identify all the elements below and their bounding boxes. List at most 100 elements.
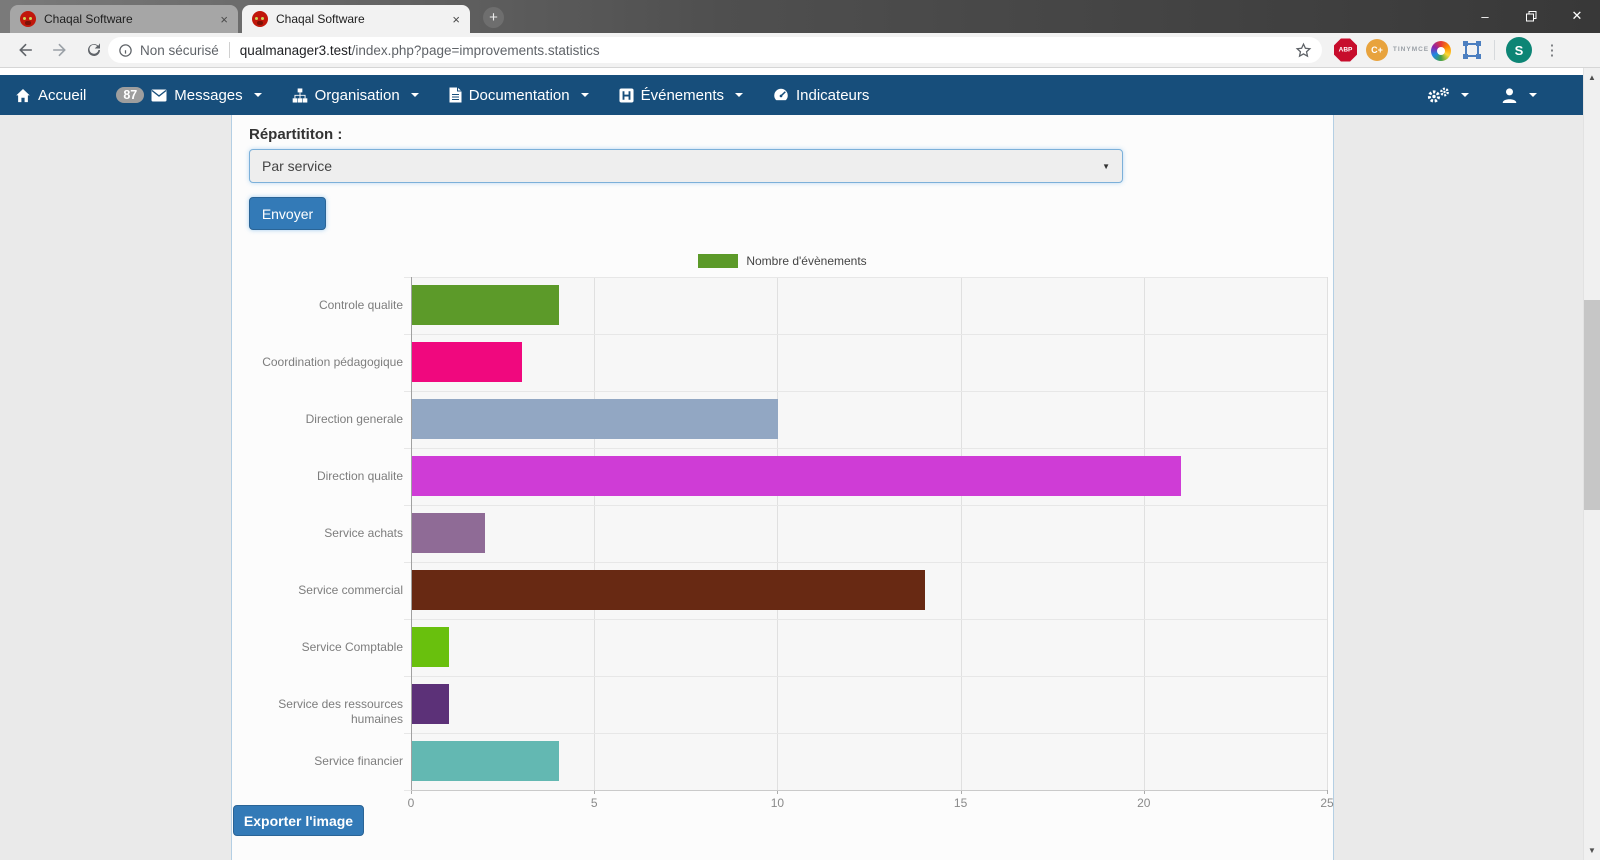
chart-category-label: Service achats: [324, 526, 403, 540]
nav-label: Organisation: [314, 86, 400, 104]
vertical-scrollbar[interactable]: ▲ ▼: [1583, 68, 1600, 860]
app-navbar: Accueil 87 Messages Organisation Documen…: [0, 75, 1583, 115]
site-favicon: [252, 11, 268, 27]
minimize-button[interactable]: –: [1481, 8, 1489, 24]
page-background-left: [0, 115, 231, 860]
repartition-select[interactable]: Par service ▼: [249, 149, 1123, 183]
scroll-up-button[interactable]: ▲: [1588, 73, 1596, 82]
chart-tick-label: 20: [1137, 796, 1151, 810]
chart-tick-label: 10: [770, 796, 785, 810]
browser-tab-1[interactable]: Chaqal Software ×: [10, 5, 238, 33]
chart-category-label: Service commercial: [298, 583, 403, 597]
chevron-down-icon: [253, 93, 262, 97]
tinymce-extension-icon[interactable]: TINY MCE: [1393, 46, 1428, 54]
address-bar[interactable]: Non sécurisé qualmanager3.test/index.php…: [108, 37, 1322, 63]
tinymce-line1: TINY: [1392, 46, 1412, 54]
gears-icon: [1427, 87, 1449, 103]
chevron-down-icon: [1461, 93, 1469, 97]
nav-label: Accueil: [38, 86, 87, 104]
security-label: Non sécurisé: [140, 42, 219, 58]
frame-icon: [1463, 41, 1481, 59]
chart-category-label: Direction qualite: [316, 469, 403, 483]
tab-close-icon[interactable]: ×: [220, 11, 228, 27]
envoyer-button[interactable]: Envoyer: [249, 197, 326, 230]
chevron-down-icon: [735, 93, 743, 97]
browser-toolbar: Non sécurisé qualmanager3.test/index.php…: [0, 33, 1600, 68]
close-button[interactable]: ✕: [1571, 8, 1583, 23]
chart-bar: [412, 342, 522, 382]
chevron-down-icon: [410, 93, 419, 97]
restore-button[interactable]: [1508, 0, 1554, 32]
chart-gridline: [960, 277, 962, 790]
chart-tick-mark: [411, 790, 412, 794]
nav-item-accueil[interactable]: Accueil: [0, 75, 101, 115]
select-caret-icon: ▼: [1102, 161, 1110, 171]
chart-axis-line: [411, 277, 412, 790]
chart-gridline: [1143, 277, 1145, 790]
scrollbar-thumb[interactable]: [1584, 300, 1600, 510]
nav-item-indicateurs[interactable]: Indicateurs: [758, 75, 884, 115]
nav-item-organisation[interactable]: Organisation: [277, 75, 434, 115]
chart-baseline: [411, 790, 1327, 791]
nav-label: Documentation: [468, 86, 570, 104]
messages-count-badge: 87: [116, 86, 145, 104]
info-icon: [119, 43, 132, 57]
h-square-icon: [619, 87, 634, 103]
profile-avatar[interactable]: S: [1506, 37, 1532, 63]
forward-button[interactable]: [50, 41, 69, 60]
url-path: /index.php?page=improvements.statistics: [351, 42, 600, 58]
chart-tick-mark: [1143, 790, 1145, 794]
chart-tick-mark: [594, 790, 596, 794]
chart-bar: [412, 627, 449, 667]
chart-bar: [412, 741, 559, 781]
url-host: qualmanager3.test: [239, 42, 352, 58]
refresh-button[interactable]: [85, 41, 103, 59]
tab-close-icon[interactable]: ×: [452, 11, 460, 27]
user-menu-button[interactable]: [1497, 75, 1541, 115]
chart-row-separator: [404, 448, 1327, 449]
grid-ruler-extension-icon[interactable]: [1462, 40, 1482, 60]
titlebar: Chaqal Software × Chaqal Software × + – …: [0, 0, 1600, 33]
tab-title: Chaqal Software: [276, 12, 365, 26]
chart-row-separator: [404, 562, 1327, 563]
chart-tick-label: 5: [590, 796, 598, 810]
chart-row-separator: [404, 733, 1327, 734]
chart-row-separator: [404, 277, 1327, 278]
chart-bar: [412, 513, 486, 553]
nav-label: Événements: [640, 86, 724, 104]
chart-row-separator: [404, 619, 1327, 620]
color-wheel-extension-icon[interactable]: [1431, 41, 1451, 61]
cplus-extension-icon[interactable]: C+: [1366, 39, 1388, 61]
forward-arrow-icon: [53, 43, 66, 57]
chart-bar: [412, 456, 1182, 496]
chart-tick-label: 0: [407, 796, 415, 810]
nav-item-documentation[interactable]: Documentation: [434, 75, 604, 115]
new-tab-button[interactable]: +: [483, 7, 504, 28]
scroll-down-button[interactable]: ▼: [1588, 846, 1596, 855]
nav-item-evenements[interactable]: Événements: [604, 75, 758, 115]
browser-tab-2-active[interactable]: Chaqal Software ×: [242, 5, 470, 33]
adblock-extension-icon[interactable]: ABP: [1334, 38, 1357, 62]
chart-tick-label: 25: [1320, 796, 1334, 810]
chart-gridline: [594, 277, 596, 790]
bookmark-star-button[interactable]: [1295, 42, 1312, 59]
settings-menu-button[interactable]: [1422, 75, 1473, 115]
chart-row-separator: [404, 391, 1327, 392]
browser-menu-button[interactable]: ⋮: [1544, 42, 1560, 59]
chart-category-label: Coordination pédagogique: [262, 355, 403, 369]
chart-bar: [412, 285, 559, 325]
legend-swatch: [698, 254, 739, 268]
chart-bar: [412, 570, 925, 610]
back-button[interactable]: [16, 41, 35, 60]
envelope-icon: [151, 89, 167, 101]
toolbar-separator: [1494, 40, 1495, 60]
star-icon: [1295, 42, 1312, 57]
chart-row-separator: [404, 505, 1327, 506]
user-icon: [1502, 87, 1517, 103]
nav-item-messages[interactable]: 87 Messages: [101, 75, 276, 115]
export-image-button[interactable]: Exporter l'image: [233, 805, 364, 836]
chevron-down-icon: [580, 93, 589, 97]
select-value: Par service: [262, 158, 333, 174]
tinymce-line2: MCE: [1411, 46, 1430, 54]
nav-label: Messages: [174, 86, 243, 104]
